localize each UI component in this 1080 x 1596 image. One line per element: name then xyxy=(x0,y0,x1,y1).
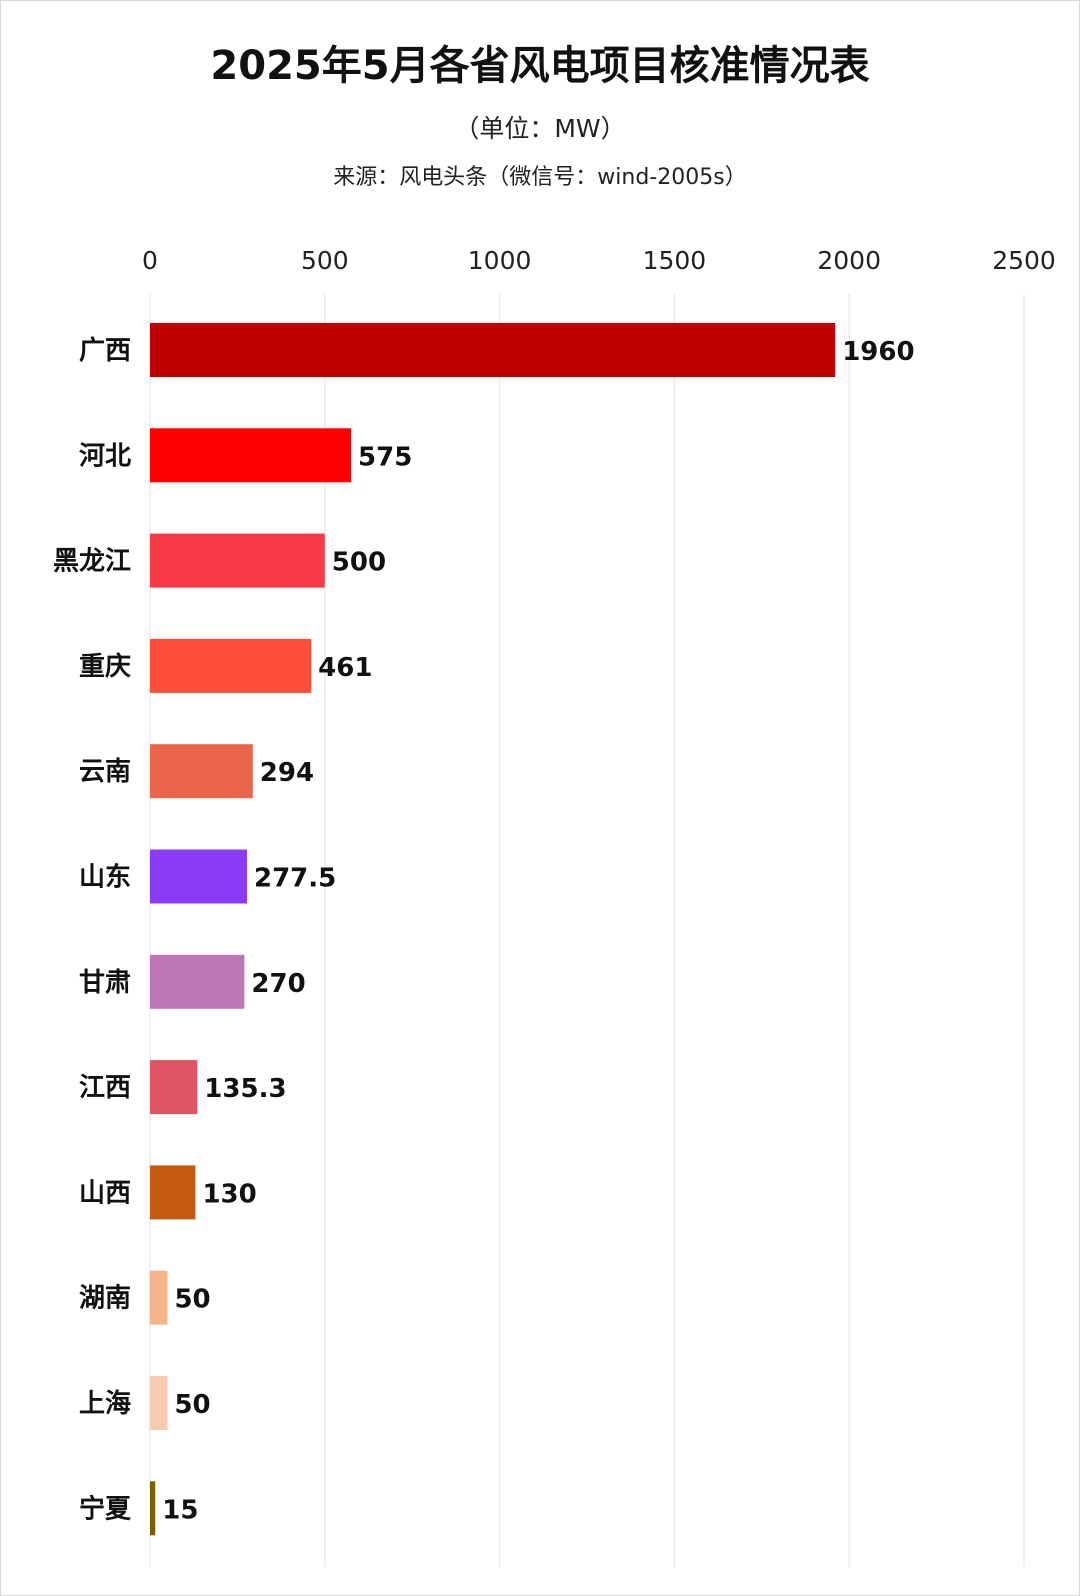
chart-title: 2025年5月各省风电项目核准情况表 xyxy=(210,43,870,89)
category-label: 山西 xyxy=(79,1178,131,1208)
bar-山东 xyxy=(150,849,248,904)
value-label: 50 xyxy=(174,1285,210,1315)
bar-江西 xyxy=(150,1060,198,1115)
value-label: 1960 xyxy=(842,337,914,367)
value-label: 135.3 xyxy=(204,1074,286,1104)
category-label: 甘肃 xyxy=(79,968,131,998)
category-label: 黑龙江 xyxy=(53,547,131,577)
bars xyxy=(150,323,836,1536)
bar-宁夏 xyxy=(150,1481,156,1536)
chart-subtitle: （单位：MW） xyxy=(454,114,626,143)
bar-黑龙江 xyxy=(150,533,325,588)
category-label: 山东 xyxy=(79,862,131,893)
value-label: 575 xyxy=(358,442,412,472)
value-label: 277.5 xyxy=(254,864,336,894)
bar-湖南 xyxy=(150,1270,168,1325)
bar-重庆 xyxy=(150,638,312,693)
category-label: 云南 xyxy=(79,757,131,787)
value-label: 461 xyxy=(318,653,372,683)
bar-云南 xyxy=(150,744,253,799)
bar-山西 xyxy=(150,1165,196,1220)
category-label: 上海 xyxy=(79,1389,131,1419)
value-labels: 1960 575 500 461 294 277.5 270 135.3 130 50 50 15 xyxy=(162,337,914,1525)
bar-上海 xyxy=(150,1376,168,1430)
value-label: 50 xyxy=(174,1390,210,1420)
bar-甘肃 xyxy=(150,954,245,1009)
x-tick-label: 2500 xyxy=(992,246,1056,275)
category-label: 宁夏 xyxy=(79,1493,132,1524)
category-label: 江西 xyxy=(79,1073,131,1103)
x-axis-ticks: 0 500 1000 1500 2000 2500 xyxy=(142,246,1056,275)
category-label: 湖南 xyxy=(79,1284,131,1314)
bar-广西 xyxy=(150,323,836,377)
x-tick-label: 2000 xyxy=(817,246,881,275)
value-label: 15 xyxy=(162,1495,198,1525)
value-label: 500 xyxy=(332,548,386,578)
category-label: 重庆 xyxy=(79,651,131,682)
x-tick-label: 1000 xyxy=(468,246,532,275)
chart-source: 来源：风电头条（微信号：wind-2005s） xyxy=(333,165,747,190)
x-tick-label: 0 xyxy=(142,246,158,275)
value-label: 130 xyxy=(202,1179,256,1209)
x-tick-label: 500 xyxy=(301,246,349,275)
value-label: 294 xyxy=(260,758,314,788)
bar-河北 xyxy=(150,428,352,483)
grid-lines xyxy=(149,294,1025,1567)
category-label: 河北 xyxy=(79,441,131,471)
x-tick-label: 1500 xyxy=(643,246,707,275)
value-label: 270 xyxy=(251,969,305,999)
category-label: 广西 xyxy=(79,336,131,366)
